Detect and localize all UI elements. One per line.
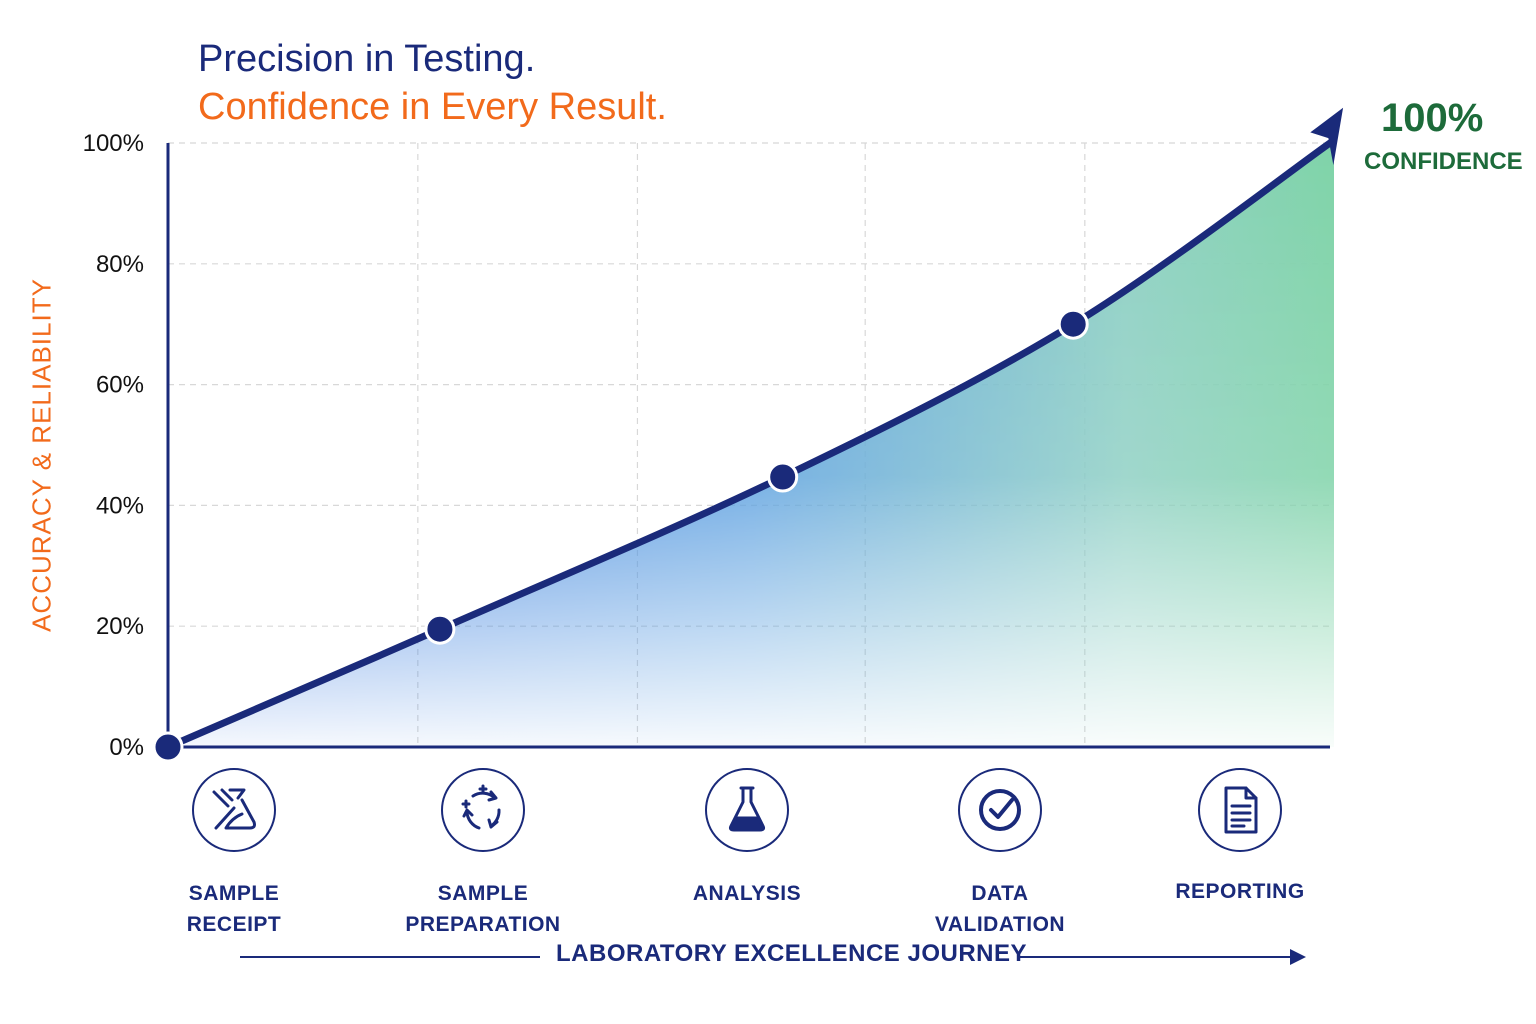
area-fill — [168, 143, 1334, 747]
y-tick-labels: 0% 20% 40% 60% 80% 100% — [83, 130, 144, 761]
data-point-marker — [424, 613, 456, 645]
journey-axis: LABORATORY EXCELLENCE JOURNEY — [240, 940, 1306, 974]
stage-label: SAMPLE RECEIPT — [186, 882, 282, 936]
stage-reporting: REPORTING — [1150, 768, 1330, 907]
journey-line-left — [240, 956, 540, 958]
y-tick-label: 20% — [96, 613, 144, 640]
confidence-label: CONFIDENCE — [1364, 148, 1523, 175]
flask-icon — [705, 768, 789, 852]
data-point-marker — [1057, 308, 1089, 340]
y-tick-label: 40% — [96, 492, 144, 519]
sample-preparation-icon — [441, 768, 525, 852]
y-tick-label: 80% — [96, 251, 144, 278]
axes — [166, 143, 1330, 749]
journey-line-right — [1018, 956, 1294, 958]
journey-label: LABORATORY EXCELLENCE JOURNEY — [556, 940, 1028, 967]
data-point-marker — [767, 461, 799, 493]
y-tick-label: 60% — [96, 372, 144, 399]
stage-sample-preparation: SAMPLE PREPARATION — [393, 768, 573, 940]
chart-subtitle: Confidence in Every Result. — [198, 86, 667, 128]
arrowhead — [1310, 107, 1344, 166]
stage-label: DATA VALIDATION — [934, 882, 1066, 936]
journey-arrow-icon — [1290, 949, 1306, 965]
data-point-marker — [152, 731, 184, 763]
stage-sample-receipt: SAMPLE RECEIPT — [144, 768, 324, 940]
stage-analysis: ANALYSIS — [657, 768, 837, 909]
chart-title: Precision in Testing. — [198, 38, 536, 80]
document-icon — [1198, 768, 1282, 852]
stage-label: SAMPLE PREPARATION — [405, 882, 561, 936]
sample-receipt-icon — [192, 768, 276, 852]
stage-data-validation: DATA VALIDATION — [910, 768, 1090, 940]
confidence-value: 100% — [1381, 96, 1484, 140]
stage-label: REPORTING — [1175, 880, 1305, 903]
data-markers — [152, 308, 1089, 763]
y-tick-label: 0% — [109, 734, 144, 761]
y-tick-label: 100% — [83, 130, 144, 157]
stage-label: ANALYSIS — [692, 882, 802, 905]
checkmark-icon — [958, 768, 1042, 852]
